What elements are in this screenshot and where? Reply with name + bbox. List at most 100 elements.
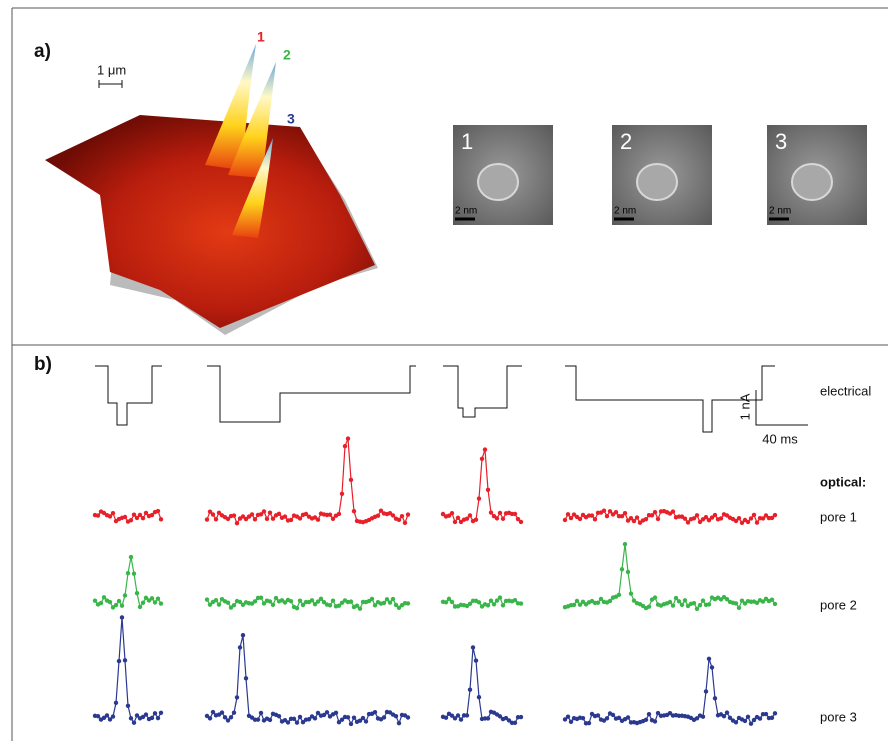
trace-dot: [352, 509, 356, 513]
trace-dot: [120, 615, 124, 619]
trace-dot: [513, 512, 517, 516]
trace-dot: [456, 516, 460, 520]
trace-dot: [205, 517, 209, 521]
trace-dot: [483, 447, 487, 451]
trace-dot: [141, 516, 145, 520]
trace-dot: [587, 721, 591, 725]
trace-dot: [298, 516, 302, 520]
trace-dot: [346, 436, 350, 440]
trace-dot: [244, 676, 248, 680]
trace-dot: [132, 721, 136, 725]
trace-dot: [259, 711, 263, 715]
trace-dot: [647, 712, 651, 716]
tem-number: 3: [775, 129, 787, 154]
trace-dot: [111, 714, 115, 718]
trace-dot: [653, 719, 657, 723]
trace-dot: [719, 516, 723, 520]
trace-dot: [581, 716, 585, 720]
trace-dot: [611, 713, 615, 717]
trace-dot: [262, 509, 266, 513]
trace-dot: [394, 714, 398, 718]
electrical-trace: [443, 366, 522, 417]
electrical-trace: [95, 366, 162, 425]
figure: a) 1 μm 1 2 3 12 nm22 nm32 nm b) electri…: [0, 0, 888, 741]
trace-dot: [268, 510, 272, 514]
trace-dot: [758, 716, 762, 720]
trace-dot: [569, 516, 573, 520]
trace-dot: [593, 517, 597, 521]
trace-dot: [126, 704, 130, 708]
trace-dot: [590, 513, 594, 517]
optical-trace: [207, 635, 408, 724]
trace-dot: [292, 717, 296, 721]
trace-dot: [93, 598, 97, 602]
trace-dot: [746, 520, 750, 524]
trace-dot: [385, 597, 389, 601]
trace-dot: [468, 513, 472, 517]
trace-dot: [337, 512, 341, 516]
trace-dot: [465, 713, 469, 717]
trace-dot: [271, 516, 275, 520]
scale-label: 1 μm: [97, 62, 126, 77]
trace-dot: [626, 715, 630, 719]
trace-dot: [707, 602, 711, 606]
trace-dot: [468, 687, 472, 691]
row-label: pore 3: [820, 709, 857, 724]
trace-dot: [340, 492, 344, 496]
trace-dot: [656, 517, 660, 521]
trace-dot: [129, 716, 133, 720]
trace-dot: [159, 601, 163, 605]
trace-dot: [208, 716, 212, 720]
trace-dot: [773, 513, 777, 517]
trace-dot: [713, 696, 717, 700]
trace-dot: [253, 517, 257, 521]
trace-dot: [99, 601, 103, 605]
trace-dot: [489, 599, 493, 603]
trace-dot: [519, 715, 523, 719]
trace-dot: [126, 571, 130, 575]
trace-dot: [96, 513, 100, 517]
optical-trace: [443, 647, 521, 722]
trace-dot: [277, 714, 281, 718]
trace-dot: [361, 716, 365, 720]
trace-dot: [623, 542, 627, 546]
trace-dot: [319, 597, 323, 601]
trace-dot: [575, 599, 579, 603]
trace-dot: [680, 603, 684, 607]
trace-dot: [620, 567, 624, 571]
trace-dot: [608, 599, 612, 603]
trace-dot: [159, 517, 163, 521]
trace-dot: [241, 633, 245, 637]
trace-dot: [749, 721, 753, 725]
trace-dot: [391, 597, 395, 601]
trace-dot: [358, 606, 362, 610]
trace-dot: [135, 591, 139, 595]
trace-dot: [108, 514, 112, 518]
row-label: electrical: [820, 383, 871, 398]
trace-dot: [114, 603, 118, 607]
trace-dot: [138, 513, 142, 517]
trace-dot: [596, 601, 600, 605]
trace-dot: [501, 517, 505, 521]
trace-dot: [713, 513, 717, 517]
trace-dot: [614, 510, 618, 514]
trace-dot: [205, 597, 209, 601]
trace-dot: [734, 601, 738, 605]
panel-label: a): [34, 41, 51, 62]
trace-dot: [695, 513, 699, 517]
tem-scale: 2 nm: [614, 206, 636, 217]
row-label: optical:: [820, 474, 866, 489]
trace-dot: [492, 602, 496, 606]
trace-dot: [707, 657, 711, 661]
trace-dot: [480, 457, 484, 461]
trace-dot: [578, 517, 582, 521]
trace-dot: [370, 597, 374, 601]
trace-dot: [596, 713, 600, 717]
trace-dot: [153, 711, 157, 715]
trace-dot: [211, 512, 215, 516]
trace-dot: [232, 603, 236, 607]
trace-dot: [111, 511, 115, 515]
trace-dot: [444, 715, 448, 719]
electrical-traces: [95, 366, 775, 432]
trace-dot: [102, 595, 106, 599]
